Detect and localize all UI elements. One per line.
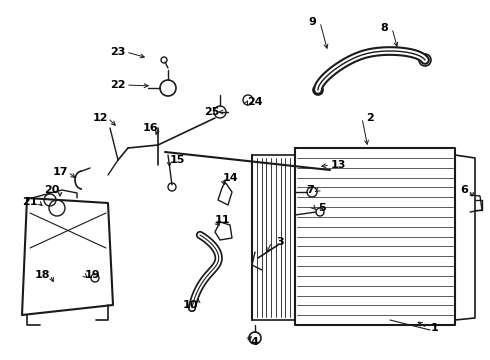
Text: 25: 25 bbox=[204, 107, 220, 117]
Text: 10: 10 bbox=[182, 300, 197, 310]
Text: 9: 9 bbox=[308, 17, 316, 27]
Text: 18: 18 bbox=[34, 270, 50, 280]
Text: 2: 2 bbox=[366, 113, 374, 123]
Text: 8: 8 bbox=[380, 23, 388, 33]
Text: 20: 20 bbox=[44, 185, 60, 195]
Text: 5: 5 bbox=[318, 203, 326, 213]
Text: 3: 3 bbox=[276, 237, 284, 247]
Text: 11: 11 bbox=[214, 215, 230, 225]
Text: 23: 23 bbox=[110, 47, 126, 57]
Text: 17: 17 bbox=[52, 167, 68, 177]
Text: 1: 1 bbox=[431, 323, 439, 333]
Text: 13: 13 bbox=[330, 160, 345, 170]
Text: 6: 6 bbox=[460, 185, 468, 195]
Text: 14: 14 bbox=[222, 173, 238, 183]
Text: 16: 16 bbox=[142, 123, 158, 133]
Text: 24: 24 bbox=[247, 97, 263, 107]
Text: 4: 4 bbox=[250, 337, 258, 347]
Text: 22: 22 bbox=[110, 80, 126, 90]
Text: 15: 15 bbox=[170, 155, 185, 165]
Text: 7: 7 bbox=[306, 185, 314, 195]
Text: 19: 19 bbox=[84, 270, 100, 280]
Text: 21: 21 bbox=[22, 197, 38, 207]
Text: 12: 12 bbox=[92, 113, 108, 123]
